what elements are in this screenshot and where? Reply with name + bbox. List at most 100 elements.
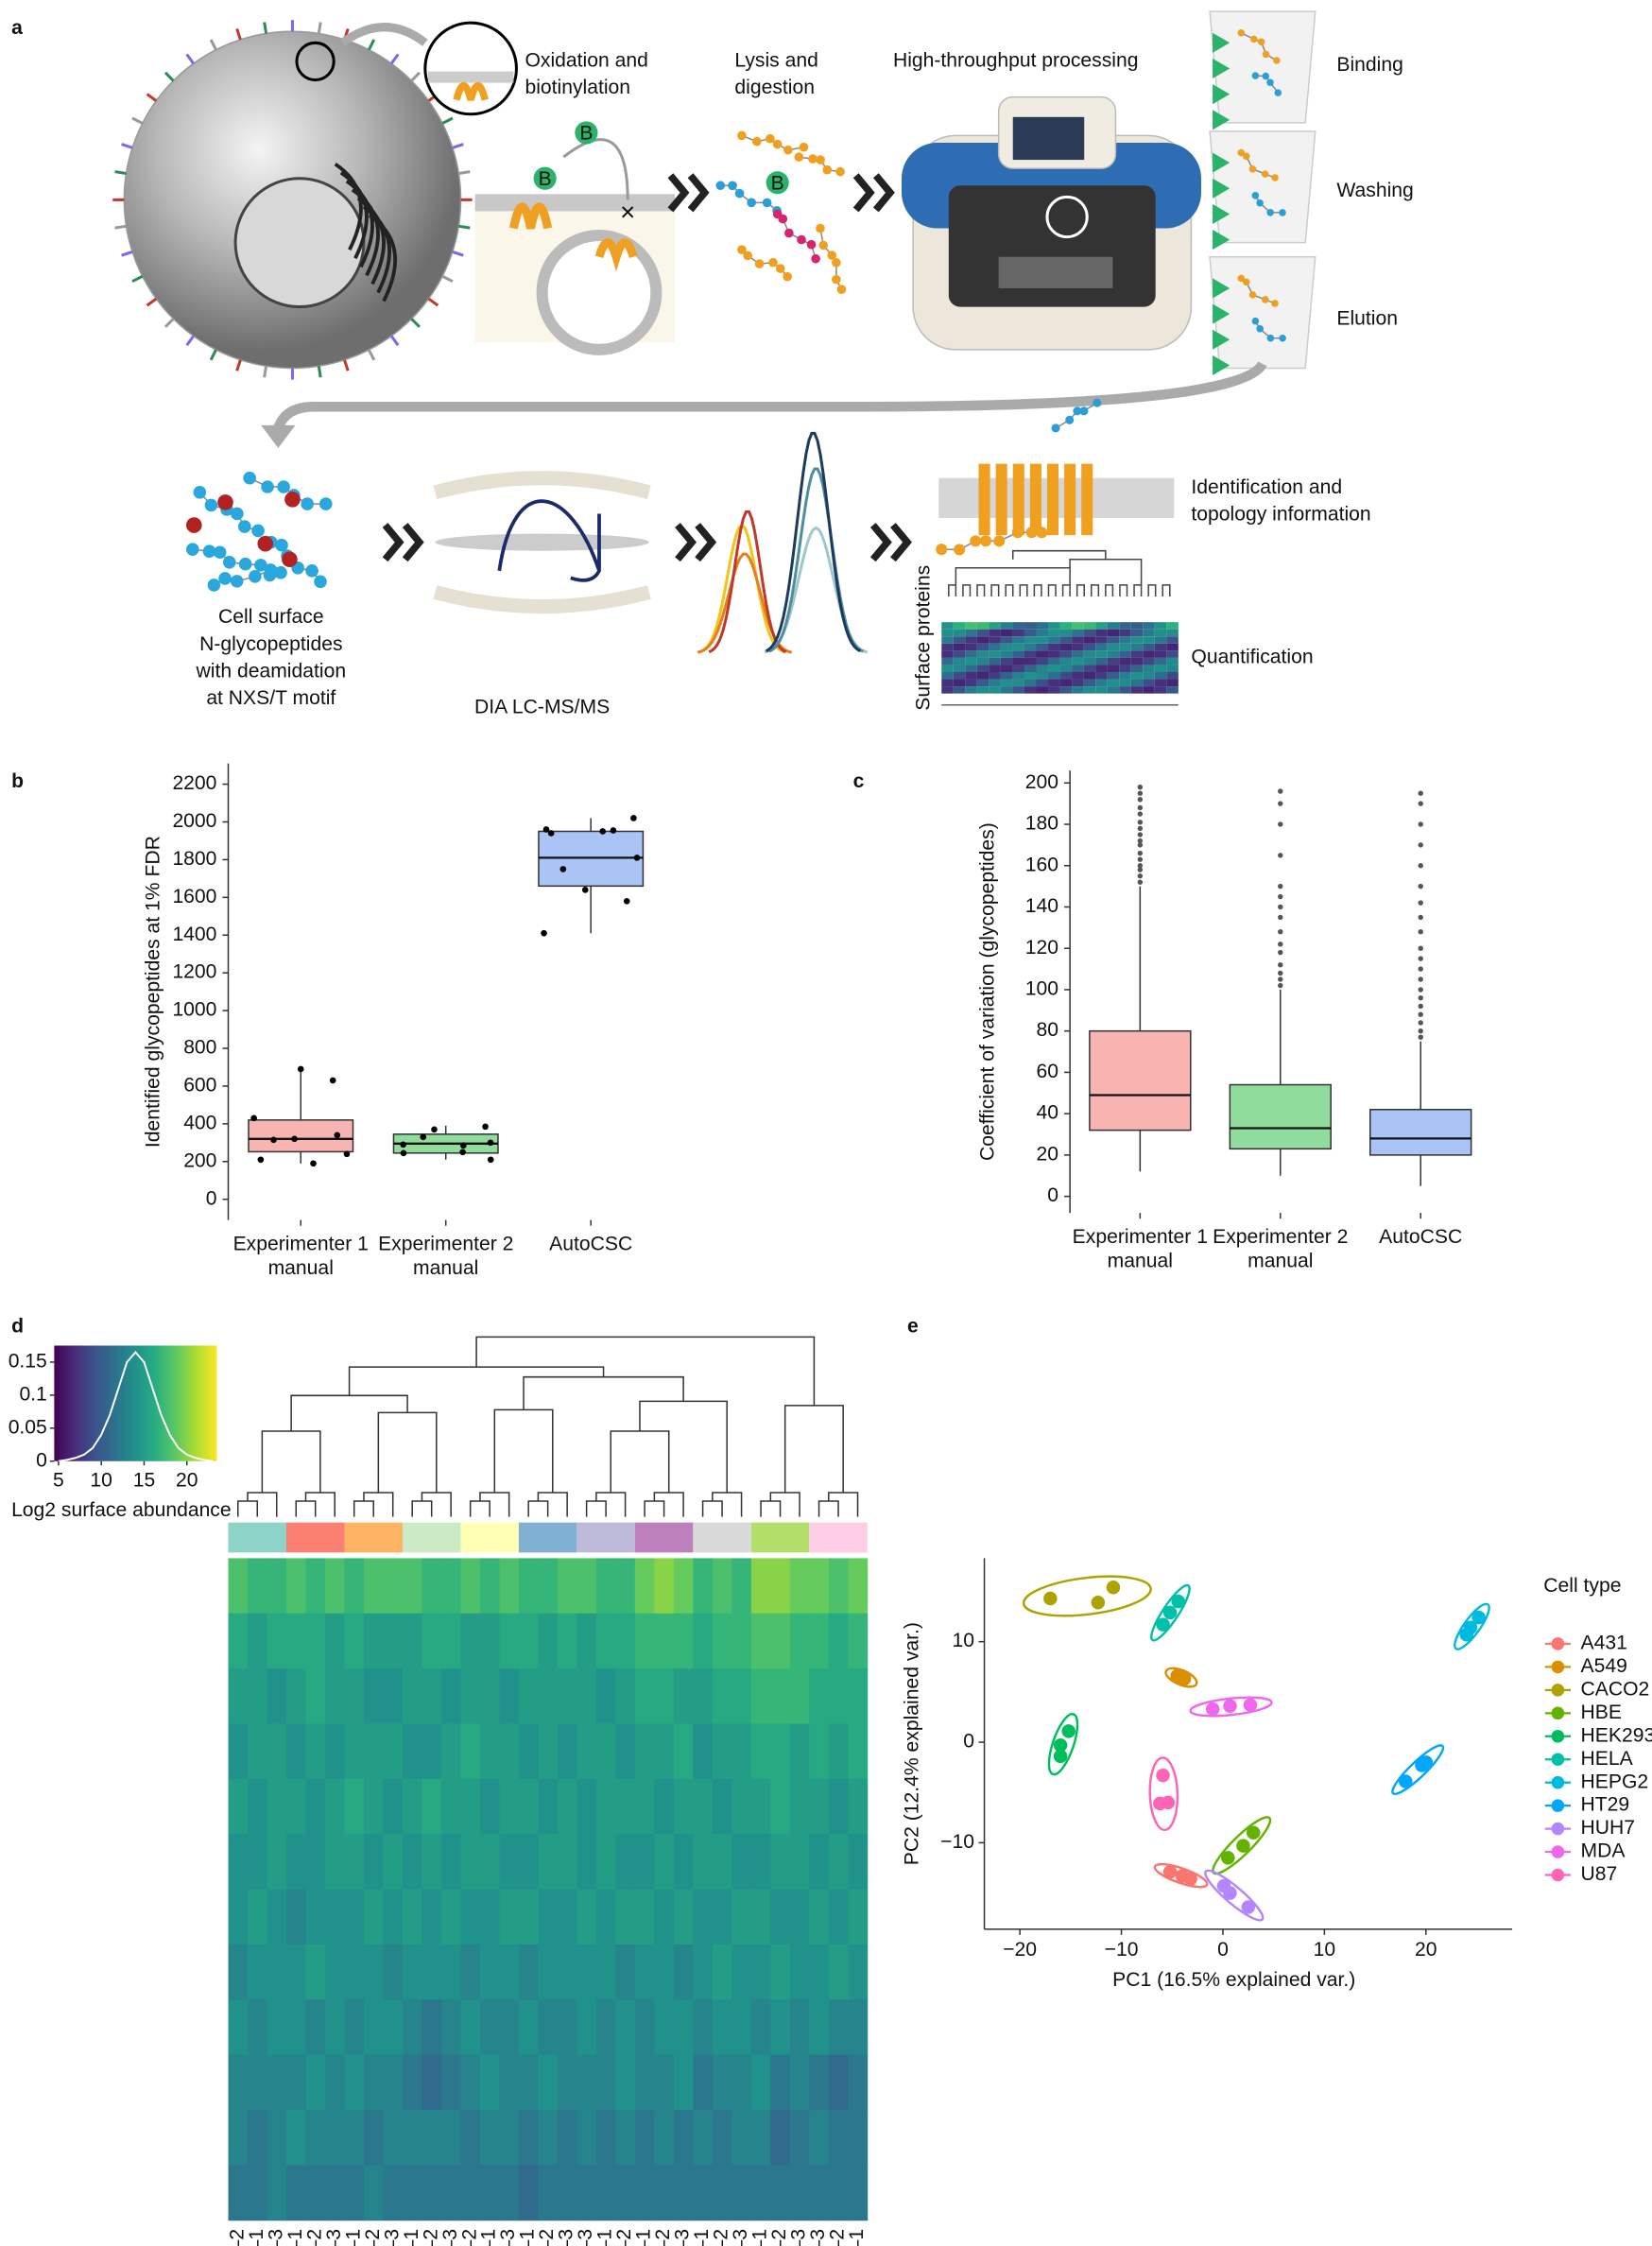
heat-cell bbox=[324, 1778, 345, 1835]
residue bbox=[808, 154, 817, 164]
group-ellipse bbox=[1204, 1869, 1265, 1922]
mini-heat bbox=[1095, 629, 1108, 637]
heat-cell bbox=[267, 1558, 287, 1615]
point bbox=[1278, 970, 1283, 976]
heat-cell bbox=[595, 2054, 616, 2111]
legend-label: CACO2 bbox=[1581, 1678, 1650, 1700]
heat-cell bbox=[440, 2165, 461, 2221]
residue bbox=[1262, 296, 1269, 303]
mini-heat bbox=[1036, 629, 1049, 637]
mini-heat bbox=[1012, 657, 1024, 665]
heat-cell bbox=[828, 1834, 849, 1891]
heat-cell bbox=[363, 1999, 384, 2056]
heat-cell bbox=[422, 1999, 442, 2056]
residue bbox=[772, 139, 783, 149]
mini-heat bbox=[1072, 636, 1084, 644]
heat-cell bbox=[828, 2110, 849, 2166]
heat-cell bbox=[460, 1668, 481, 1724]
mini-heat bbox=[1095, 622, 1108, 630]
mini-heat bbox=[941, 686, 954, 694]
point bbox=[1137, 820, 1144, 825]
heat-cell bbox=[809, 1834, 830, 1891]
mini-heat bbox=[953, 629, 966, 637]
ms-upper bbox=[433, 471, 651, 500]
y-tick-label: 1200 bbox=[172, 961, 216, 983]
bead bbox=[1213, 110, 1230, 130]
heat-cell bbox=[344, 1778, 365, 1835]
y-tick-label: 0 bbox=[206, 1187, 217, 1209]
heat-cell bbox=[499, 2165, 520, 2221]
residue bbox=[806, 239, 817, 250]
residue bbox=[734, 188, 745, 199]
group-ellipse bbox=[1022, 1575, 1152, 1617]
heat-cell bbox=[383, 1778, 404, 1835]
biotin-label: B bbox=[539, 168, 552, 190]
mini-heat bbox=[965, 643, 977, 651]
surface-protein bbox=[185, 53, 195, 65]
mini-heat bbox=[965, 636, 977, 644]
legend-label: A431 bbox=[1581, 1633, 1627, 1654]
point bbox=[1418, 1020, 1423, 1026]
surface-protein bbox=[114, 224, 127, 230]
heat-cell bbox=[479, 1999, 500, 2056]
dendro bbox=[1061, 584, 1071, 596]
point bbox=[334, 1132, 341, 1139]
bead bbox=[1213, 203, 1230, 225]
column-label: HT29–1 bbox=[749, 2229, 771, 2246]
dendro-line bbox=[527, 1500, 549, 1517]
mini-heat bbox=[976, 636, 989, 644]
surface-protein bbox=[441, 274, 454, 284]
arrow bbox=[562, 138, 629, 200]
heat-cell bbox=[731, 1723, 752, 1780]
panel-label: e bbox=[907, 1315, 919, 1337]
heat-cell bbox=[731, 2054, 752, 2111]
heat-cell bbox=[809, 1723, 830, 1780]
heat-cell bbox=[634, 1613, 655, 1669]
heat-cell bbox=[285, 1723, 306, 1780]
legend-label: HBE bbox=[1581, 1702, 1622, 1723]
dendro-line bbox=[493, 1408, 554, 1493]
heat-cell bbox=[228, 1889, 249, 1945]
mini-heat bbox=[1059, 636, 1073, 644]
return-arrow bbox=[273, 360, 1267, 430]
machine-plate bbox=[998, 256, 1113, 288]
golgi bbox=[356, 197, 386, 285]
heat-cell bbox=[673, 1613, 694, 1669]
biotin-label: B bbox=[771, 172, 784, 194]
heat-cell bbox=[712, 2165, 732, 2221]
heat-cell bbox=[440, 2054, 461, 2111]
heat-cell bbox=[402, 1889, 422, 1945]
mini-heat bbox=[1083, 636, 1096, 644]
mini-heat bbox=[976, 657, 989, 665]
heat-cell bbox=[363, 1944, 384, 2000]
workflow-label: High-throughput processing bbox=[893, 50, 1139, 72]
heat-cell bbox=[615, 2165, 636, 2221]
group-ellipse bbox=[1454, 1602, 1490, 1650]
point bbox=[1278, 904, 1283, 910]
workflow-label: with deamidation bbox=[196, 661, 347, 682]
mini-heat bbox=[1130, 622, 1144, 630]
heat-cell bbox=[654, 1778, 675, 1835]
point bbox=[1137, 832, 1144, 838]
column-label: U87–2 bbox=[420, 2229, 441, 2246]
surface-protein bbox=[131, 116, 144, 125]
mini-heat bbox=[1048, 643, 1060, 651]
heat-cell bbox=[402, 1668, 422, 1724]
heat-cell bbox=[693, 1668, 714, 1724]
group-strip bbox=[634, 1522, 694, 1553]
mini-heat bbox=[1036, 657, 1049, 665]
mini-heat bbox=[941, 650, 954, 658]
heat-cell bbox=[267, 2165, 287, 2221]
heat-cell bbox=[654, 1889, 675, 1945]
dendro bbox=[1119, 584, 1128, 596]
point bbox=[1053, 1749, 1068, 1764]
heat-cell bbox=[363, 1889, 384, 1945]
heat-cell bbox=[285, 1889, 306, 1945]
chevron bbox=[402, 523, 424, 562]
heat-cell bbox=[848, 1558, 869, 1615]
mini-heat bbox=[1107, 636, 1120, 644]
mini-heat bbox=[1059, 679, 1073, 687]
heat-cell bbox=[267, 1999, 287, 2056]
mini-heat bbox=[1166, 650, 1179, 658]
heat-cell bbox=[750, 1834, 771, 1891]
